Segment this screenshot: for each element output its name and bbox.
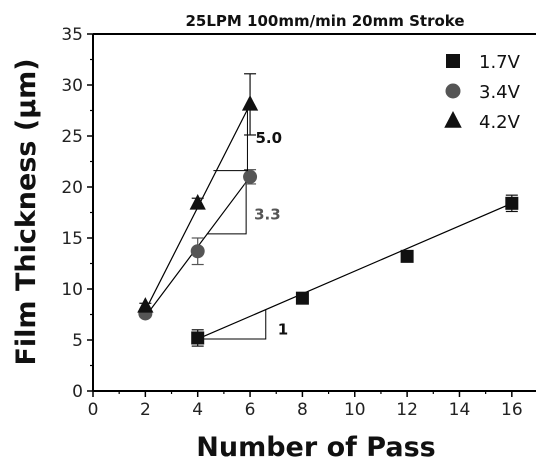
slope-triangle	[213, 103, 248, 172]
fit-line	[197, 202, 513, 340]
x-tick-label: 12	[396, 400, 418, 420]
slope-label: 1	[278, 320, 288, 338]
slope-triangle	[206, 181, 247, 235]
legend-label: 3.4V	[479, 82, 521, 103]
legend-marker	[444, 111, 462, 128]
y-tick-label: 25	[61, 127, 83, 147]
legend-marker	[446, 54, 460, 68]
series-4_2V: 5.0	[137, 73, 282, 313]
slope-triangle	[197, 309, 267, 340]
x-tick-label: 6	[245, 400, 256, 420]
x-tick-label: 2	[140, 400, 151, 420]
legend-label: 4.2V	[479, 112, 521, 133]
data-point	[400, 249, 414, 263]
legend-marker	[445, 83, 461, 99]
y-tick-label: 5	[72, 331, 83, 351]
x-tick-label: 16	[501, 400, 523, 420]
data-point	[190, 244, 205, 259]
y-tick-label: 20	[61, 178, 83, 198]
x-axis-title: Number of Pass	[196, 432, 435, 463]
y-tick-label: 15	[61, 229, 83, 249]
slope-label: 3.3	[254, 206, 281, 224]
series-3_4V: 3.3	[138, 169, 281, 321]
series-1_7V: 1	[191, 194, 519, 347]
y-tick-label: 30	[61, 76, 83, 96]
data-point	[189, 194, 206, 210]
data-point	[243, 169, 258, 184]
chart-title: 25LPM 100mm/min 20mm Stroke	[185, 12, 464, 30]
y-tick-label: 0	[72, 382, 83, 402]
y-tick-label: 35	[61, 25, 83, 45]
data-point	[295, 291, 309, 305]
x-tick-label: 14	[449, 400, 471, 420]
legend-label: 1.7V	[479, 52, 521, 73]
data-point	[241, 95, 259, 111]
ticks: 0 2 4 6 8 10 12 14 16 0 5 10 15 20 25 30 35	[61, 25, 522, 420]
x-tick-label: 8	[297, 400, 308, 420]
data-point	[505, 196, 519, 210]
x-tick-label: 0	[88, 400, 99, 420]
y-axis-title: Film Thickness (μm)	[11, 58, 42, 365]
plot-area: 1 3.3 5.0	[137, 73, 519, 347]
axes	[92, 33, 536, 392]
legend: 1.7V 3.4V 4.2V	[444, 52, 521, 133]
x-tick-label: 10	[344, 400, 366, 420]
y-tick-label: 10	[61, 280, 83, 300]
data-point	[137, 297, 154, 313]
x-tick-label: 4	[192, 400, 203, 420]
data-point	[191, 331, 205, 345]
slope-label: 5.0	[255, 129, 282, 147]
